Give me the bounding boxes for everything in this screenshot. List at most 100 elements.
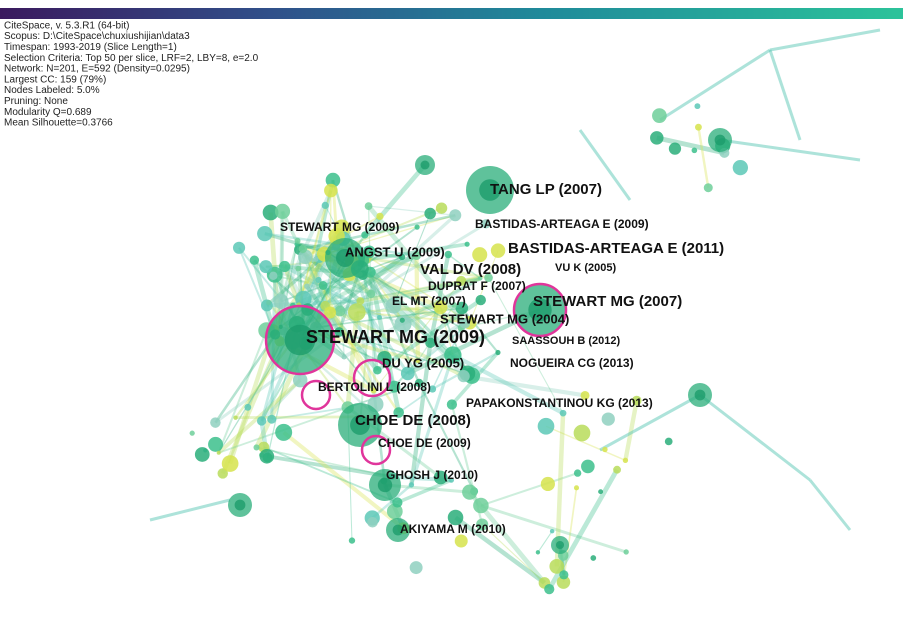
node bbox=[477, 276, 483, 281]
edge bbox=[299, 213, 456, 251]
node bbox=[269, 271, 278, 281]
edge bbox=[461, 307, 499, 354]
info-line: CiteSpace, v. 5.3.R1 (64-bit) bbox=[4, 20, 129, 31]
info-line: Pruning: None bbox=[4, 96, 68, 107]
node bbox=[580, 390, 590, 400]
node bbox=[324, 183, 338, 198]
node-core bbox=[479, 179, 501, 201]
node bbox=[366, 289, 376, 299]
edge bbox=[537, 530, 553, 553]
node bbox=[449, 209, 462, 222]
edge bbox=[768, 49, 802, 141]
node bbox=[370, 387, 377, 394]
node-core bbox=[234, 499, 246, 511]
node bbox=[544, 584, 555, 595]
node bbox=[559, 409, 567, 417]
node bbox=[451, 302, 458, 308]
edge bbox=[401, 276, 481, 322]
edge bbox=[338, 331, 473, 377]
node bbox=[540, 476, 555, 492]
node bbox=[334, 305, 346, 317]
node bbox=[262, 204, 279, 221]
node bbox=[573, 469, 582, 477]
node bbox=[292, 372, 308, 388]
edge bbox=[769, 28, 881, 52]
node bbox=[412, 251, 421, 261]
node bbox=[549, 528, 555, 534]
edge bbox=[282, 430, 405, 530]
node bbox=[457, 370, 470, 383]
node-core bbox=[284, 324, 316, 356]
node bbox=[602, 446, 608, 453]
node bbox=[304, 283, 310, 290]
edge bbox=[398, 388, 434, 414]
node bbox=[464, 241, 470, 247]
info-line: Selection Criteria: Top 50 per slice, LR… bbox=[4, 53, 259, 64]
edge bbox=[659, 48, 771, 122]
node bbox=[399, 317, 405, 323]
node bbox=[341, 354, 347, 360]
node bbox=[590, 555, 597, 561]
edge bbox=[447, 253, 481, 279]
edge bbox=[325, 277, 481, 307]
node bbox=[298, 249, 313, 264]
info-line: Network: N=201, E=592 (Density=0.0295) bbox=[4, 64, 190, 75]
timeline-bar bbox=[0, 8, 903, 19]
node bbox=[613, 465, 621, 474]
info-panel: CiteSpace, v. 5.3.R1 (64-bit)Scopus: D:\… bbox=[4, 20, 259, 128]
edge bbox=[406, 321, 464, 375]
edge bbox=[719, 138, 861, 162]
edge bbox=[808, 479, 852, 531]
edge bbox=[393, 213, 431, 306]
node bbox=[249, 255, 260, 265]
edge bbox=[356, 311, 470, 324]
edge bbox=[266, 454, 392, 479]
info-line: Timespan: 1993-2019 (Slice Length=1) bbox=[4, 42, 177, 53]
node bbox=[318, 281, 328, 290]
edge bbox=[343, 276, 482, 359]
edge bbox=[252, 259, 276, 332]
node bbox=[664, 437, 673, 446]
node bbox=[398, 253, 406, 261]
node bbox=[253, 444, 260, 451]
edge bbox=[463, 374, 586, 398]
node-label: STEWART MG (2004) bbox=[440, 311, 569, 326]
node bbox=[415, 358, 421, 364]
edge bbox=[428, 254, 451, 344]
node-core bbox=[377, 477, 393, 493]
edge bbox=[260, 378, 302, 423]
edge bbox=[363, 163, 427, 237]
edge bbox=[545, 425, 626, 462]
node bbox=[394, 315, 412, 333]
node-core bbox=[555, 540, 565, 550]
node-label: CHOE DE (2009) bbox=[378, 436, 471, 450]
edge bbox=[480, 504, 627, 554]
node bbox=[454, 534, 468, 548]
node bbox=[444, 250, 453, 259]
edge bbox=[314, 258, 321, 281]
node-label: TANG LP (2007) bbox=[490, 181, 602, 198]
node bbox=[472, 247, 488, 263]
node bbox=[556, 575, 571, 589]
node bbox=[490, 243, 506, 258]
info-line: Modularity Q=0.689 bbox=[4, 107, 92, 118]
edge bbox=[469, 250, 499, 323]
edge bbox=[369, 271, 421, 384]
edge bbox=[429, 320, 465, 345]
node bbox=[257, 225, 273, 242]
node bbox=[324, 306, 337, 319]
node bbox=[388, 380, 401, 393]
node bbox=[446, 399, 458, 410]
node-label: ANGST U (2009) bbox=[345, 244, 445, 259]
node bbox=[259, 448, 275, 464]
edge bbox=[417, 304, 455, 362]
node bbox=[315, 276, 322, 283]
edge bbox=[599, 393, 701, 452]
info-line: Nodes Labeled: 5.0% bbox=[4, 85, 100, 96]
node bbox=[208, 436, 224, 452]
node bbox=[267, 414, 277, 424]
node bbox=[631, 395, 642, 406]
node bbox=[473, 497, 489, 514]
edge bbox=[359, 214, 457, 303]
